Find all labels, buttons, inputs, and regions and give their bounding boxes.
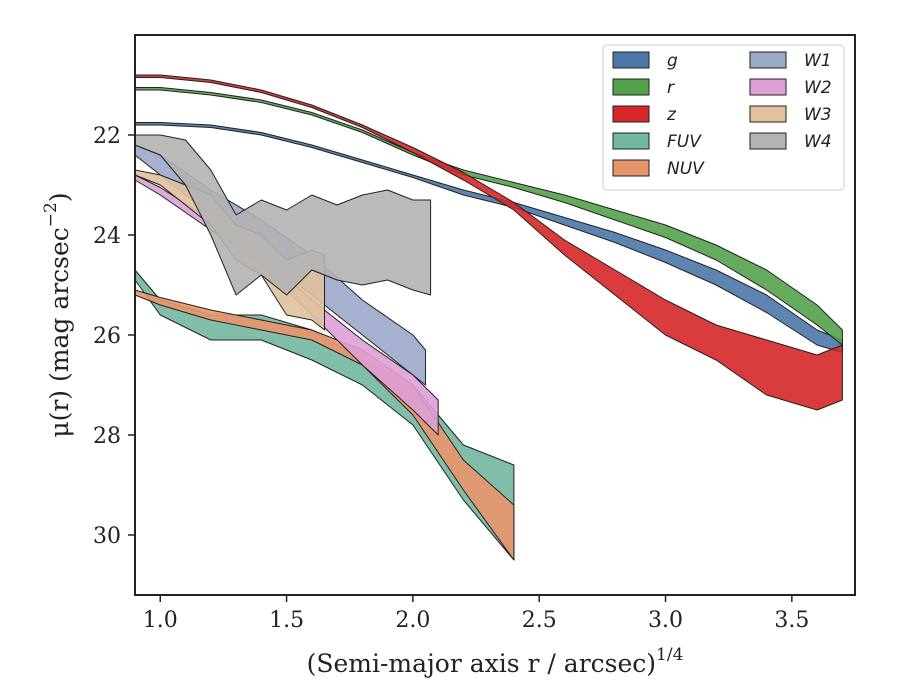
profile-bands <box>134 74 843 561</box>
x-axis-ticks: 1.0 1.5 2.0 2.5 3.0 3.5 <box>143 595 809 633</box>
legend-label: W1 <box>804 51 832 71</box>
legend-label: g <box>667 51 678 71</box>
y-tick-label: 28 <box>93 424 121 449</box>
y-axis-label: μ(r) (mag arcsec−2) <box>41 192 74 437</box>
y-tick-label: 22 <box>93 124 121 149</box>
legend-item-nuv: NUV <box>612 159 705 179</box>
legend-label: r <box>667 78 675 98</box>
y-tick-label: 26 <box>93 324 121 349</box>
legend-swatch <box>612 78 650 96</box>
band-w4 <box>134 134 432 296</box>
x-tick-label: 2.0 <box>395 608 430 633</box>
band-z <box>134 74 843 411</box>
legend-label: W4 <box>804 132 832 152</box>
legend-swatch <box>612 105 650 123</box>
x-tick-label: 1.5 <box>269 608 304 633</box>
x-tick-label: 3.5 <box>774 608 809 633</box>
x-tick-label: 3.0 <box>648 608 683 633</box>
legend-swatch <box>612 132 650 150</box>
legend-label: z <box>666 105 677 125</box>
legend-item-w1: W1 <box>749 51 832 71</box>
legend-item-g: g <box>612 51 678 71</box>
legend-item-w4: W4 <box>749 132 832 152</box>
legend-swatch <box>612 51 650 69</box>
legend-label: W3 <box>804 105 832 125</box>
legend-swatch <box>749 105 787 123</box>
legend-swatch <box>749 132 787 150</box>
y-tick-label: 24 <box>93 224 121 249</box>
legend-label: NUV <box>667 159 705 179</box>
legend-swatch <box>749 78 787 96</box>
legend-item-w3: W3 <box>749 105 832 125</box>
x-axis-label: (Semi-major axis r / arcsec)1/4 <box>307 645 684 678</box>
legend-label: W2 <box>804 78 832 98</box>
y-tick-label: 30 <box>93 524 121 549</box>
legend-swatch <box>749 51 787 69</box>
legend-item-z: z <box>612 105 677 125</box>
plot-frame <box>134 34 856 596</box>
legend-label: FUV <box>667 132 702 152</box>
legend-swatch <box>612 159 650 177</box>
x-tick-label: 1.0 <box>143 608 178 633</box>
legend-item-r: r <box>612 78 675 98</box>
y-axis-ticks: 22 24 26 28 30 <box>93 124 135 549</box>
legend-item-fuv: FUV <box>612 132 702 152</box>
legend-item-w2: W2 <box>749 78 832 98</box>
x-tick-label: 2.5 <box>522 608 557 633</box>
legend: grz FUV NUV W1 W2 W3 W4 <box>602 44 845 191</box>
